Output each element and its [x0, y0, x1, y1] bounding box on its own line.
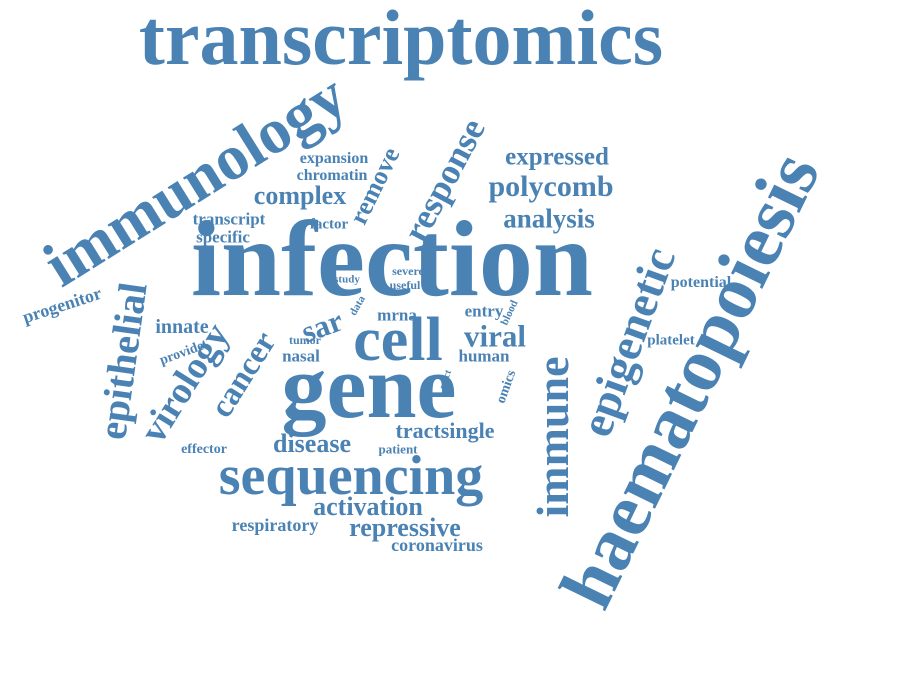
- word-useful: useful: [389, 278, 421, 292]
- word-effector: effector: [181, 442, 227, 457]
- word-tumor: tumor: [289, 333, 321, 347]
- word-innate: innate: [155, 316, 209, 338]
- word-transcript: transcript: [192, 209, 266, 229]
- word-patient: patient: [378, 441, 418, 457]
- word-specific: specific: [196, 227, 250, 247]
- word-nasal: nasal: [282, 346, 320, 366]
- word-respiratory: respiratory: [231, 515, 319, 535]
- word-infection: infection: [191, 200, 593, 319]
- word-viral: viral: [464, 318, 526, 354]
- word-gene: gene: [281, 338, 457, 437]
- word-repressive: repressive: [349, 513, 461, 542]
- word-expressed: expressed: [505, 143, 609, 171]
- word-factor: factor: [309, 216, 349, 233]
- word-expansion: expansion: [299, 150, 369, 167]
- word-mrna: mrna: [377, 305, 417, 325]
- word-analysis: analysis: [503, 203, 595, 234]
- word-activation: activation: [313, 492, 423, 521]
- word-immune: immune: [527, 356, 578, 518]
- word-potential: potential: [670, 274, 732, 291]
- word-entry: entry: [464, 301, 504, 321]
- word-tractsingle: tractsingle: [395, 418, 495, 443]
- word-disease: disease: [273, 429, 351, 458]
- word-coronavirus: coronavirus: [391, 535, 483, 555]
- word-cell: cell: [353, 306, 443, 374]
- word-transcriptomics: transcriptomics: [138, 0, 664, 81]
- word-complex: complex: [253, 181, 347, 210]
- word-study: study: [334, 273, 360, 286]
- word-severe: severe: [392, 264, 424, 278]
- word-sequencing: sequencing: [218, 445, 484, 507]
- word-chromatin: chromatin: [296, 167, 368, 184]
- word-platelet: platelet: [647, 332, 695, 349]
- word-polycomb: polycomb: [488, 170, 614, 203]
- word-omics: omics: [493, 368, 520, 406]
- word-human: human: [458, 346, 510, 366]
